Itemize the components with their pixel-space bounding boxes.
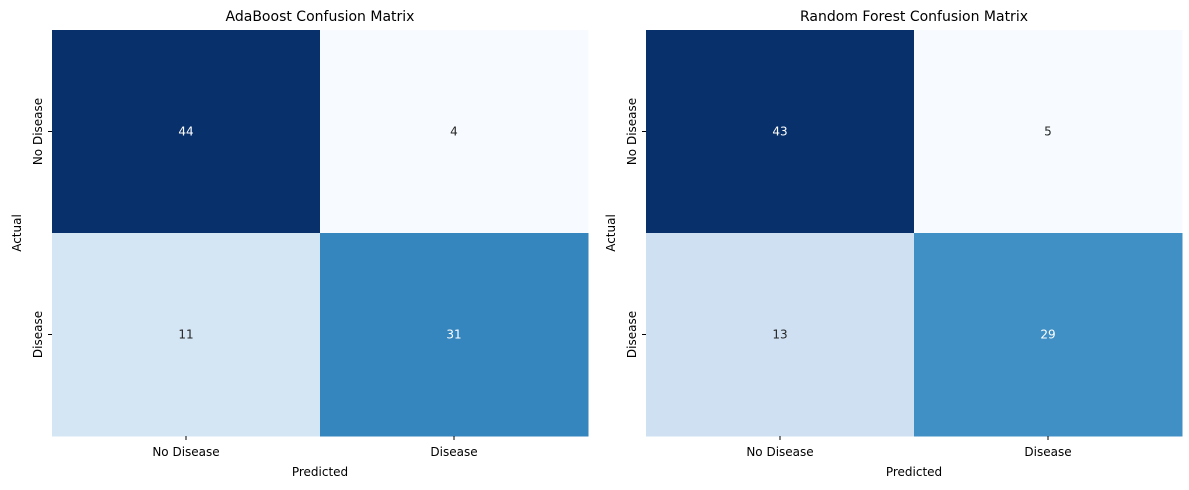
x-tick-label: No Disease: [746, 445, 813, 459]
chart-title: AdaBoost Confusion Matrix: [226, 9, 415, 25]
y-tick-label: No Disease: [31, 98, 45, 165]
heatmap-cell-r1-c2: [320, 30, 589, 234]
cell-value-r1-c2: 4: [450, 125, 458, 139]
x-tick-label: Disease: [430, 445, 477, 459]
heatmap-cell-r2-c1: [52, 233, 321, 437]
cell-value-r1-c2: 5: [1044, 125, 1052, 139]
cell-value-r1-c1: 44: [178, 125, 193, 139]
heatmap-cell-r2-c1: [646, 233, 915, 437]
heatmap-panel-2: Random Forest Confusion Matrix 43 5 13 29 No …: [604, 9, 1183, 479]
x-axis-label: Predicted: [292, 465, 348, 479]
heatmap-cell-r2-c2: [914, 233, 1183, 437]
heatmap-cell-r1-c1: [646, 30, 915, 234]
y-tick-label: Disease: [31, 311, 45, 358]
heatmap-cell-r1-c2: [914, 30, 1183, 234]
y-axis-label: Actual: [10, 214, 24, 252]
y-tick-label: Disease: [625, 311, 639, 358]
heatmap-cell-r1-c1: [52, 30, 321, 234]
chart-title: Random Forest Confusion Matrix: [800, 9, 1028, 25]
x-axis-label: Predicted: [886, 465, 942, 479]
cell-value-r2-c1: 13: [772, 328, 787, 342]
y-tick-label: No Disease: [625, 98, 639, 165]
x-tick-label: No Disease: [152, 445, 219, 459]
cell-value-r2-c2: 29: [1040, 328, 1055, 342]
x-tick-label: Disease: [1024, 445, 1071, 459]
cell-value-r2-c1: 11: [178, 328, 193, 342]
cell-value-r2-c2: 31: [446, 328, 461, 342]
y-axis-label: Actual: [604, 214, 618, 252]
heatmap-cell-r2-c2: [320, 233, 589, 437]
cell-value-r1-c1: 43: [772, 125, 787, 139]
